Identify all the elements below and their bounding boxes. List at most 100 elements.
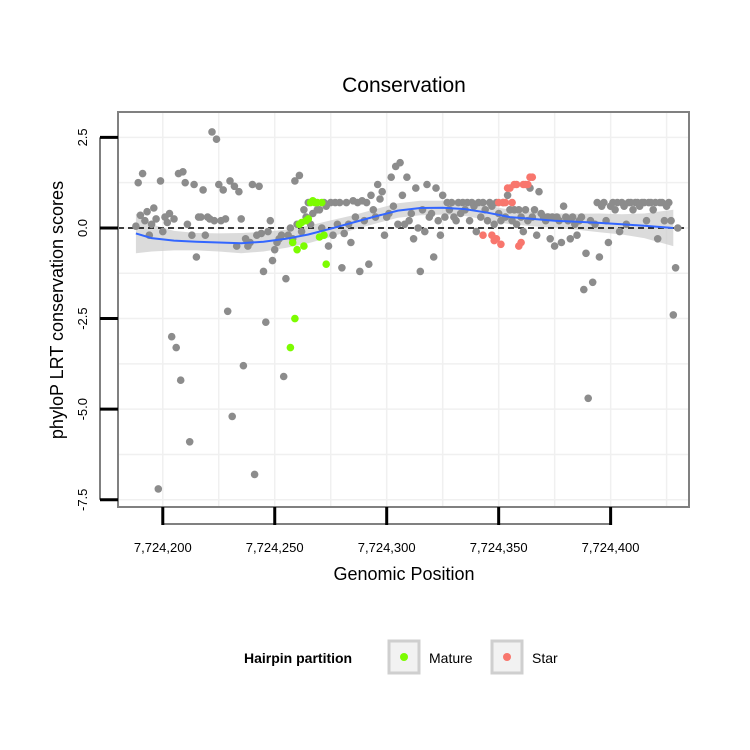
data-point-other	[230, 182, 239, 191]
data-point-mature	[288, 238, 297, 247]
y-tick-label: -7.5	[75, 489, 90, 511]
y-tick-label: 0.0	[75, 219, 90, 237]
data-point-other	[568, 213, 577, 221]
data-point-other	[239, 361, 248, 370]
data-point-other	[132, 222, 140, 230]
data-point-other	[143, 207, 151, 216]
data-point-other	[649, 206, 657, 214]
data-point-other	[223, 307, 232, 316]
data-point-mature	[293, 245, 301, 254]
x-tick-label: 7,724,350	[470, 540, 528, 555]
data-point-other	[300, 206, 308, 214]
data-point-other	[642, 216, 651, 225]
data-point-mature	[304, 215, 313, 223]
data-point-other	[373, 180, 382, 189]
legend-title: Hairpin partition	[244, 650, 352, 666]
data-point-star	[528, 173, 537, 181]
data-point-other	[582, 249, 590, 258]
data-point-other	[255, 182, 263, 191]
data-point-other	[387, 173, 396, 181]
y-tick-label: 2.5	[75, 128, 90, 146]
data-point-other	[660, 216, 669, 225]
data-point-other	[521, 206, 530, 214]
y-axis: -7.5 -5.0 -2.5 0.0 2.5	[75, 128, 118, 511]
data-point-other	[557, 238, 566, 247]
data-point-other	[176, 376, 185, 385]
data-point-other	[441, 213, 449, 221]
data-point-other	[347, 238, 355, 247]
data-point-mature	[300, 242, 308, 250]
data-point-other	[416, 267, 425, 276]
data-point-other	[185, 438, 194, 446]
x-tick-label: 7,724,400	[582, 540, 640, 555]
data-point-other	[172, 343, 180, 352]
data-point-star	[492, 235, 501, 243]
data-point-other	[465, 216, 474, 225]
data-point-other	[138, 169, 147, 178]
y-tick-label: -2.5	[75, 307, 90, 329]
data-point-other	[409, 235, 418, 243]
data-point-other	[351, 213, 360, 221]
data-point-other	[490, 220, 499, 229]
data-point-other	[389, 202, 398, 210]
data-point-other	[170, 215, 178, 223]
data-point-other	[412, 184, 420, 192]
data-point-other	[394, 220, 402, 229]
data-point-other	[515, 206, 523, 214]
data-point-other	[210, 216, 219, 225]
data-point-other	[472, 227, 481, 236]
data-point-other	[611, 206, 619, 214]
data-point-other	[219, 186, 227, 194]
data-point-other	[197, 213, 205, 221]
data-point-other	[580, 285, 588, 294]
data-point-other	[208, 128, 216, 136]
data-point-star	[512, 180, 521, 189]
data-point-other	[250, 470, 259, 479]
data-point-other	[277, 231, 286, 239]
data-point-other	[559, 202, 568, 210]
data-point-other	[150, 204, 158, 212]
x-tick-label: 7,724,300	[358, 540, 416, 555]
data-point-other	[136, 211, 145, 220]
data-point-other	[584, 394, 592, 403]
data-point-other	[671, 264, 680, 272]
data-point-other	[141, 216, 149, 225]
data-point-other	[512, 220, 521, 229]
data-point-other	[192, 253, 201, 261]
data-point-other	[237, 215, 245, 223]
data-point-other	[615, 227, 624, 236]
chart-title: Conservation	[342, 74, 466, 97]
data-point-mature	[286, 343, 295, 352]
data-point-other	[367, 191, 375, 200]
data-point-other	[577, 213, 586, 221]
x-tick-label: 7,724,200	[134, 540, 192, 555]
data-point-other	[653, 235, 662, 243]
data-point-other	[380, 231, 389, 239]
data-point-other	[154, 485, 163, 493]
data-point-other	[190, 180, 198, 189]
data-point-star	[524, 180, 532, 189]
data-point-other	[573, 231, 581, 239]
grid-lines	[118, 112, 689, 507]
data-point-mature	[291, 314, 299, 323]
data-point-other	[407, 209, 416, 218]
data-point-other	[604, 238, 613, 247]
data-point-other	[550, 242, 559, 250]
data-point-mature	[322, 260, 331, 269]
data-point-other	[167, 332, 176, 341]
data-point-other	[179, 168, 187, 176]
y-tick-label: -5.0	[75, 398, 90, 420]
data-point-other	[262, 318, 270, 327]
data-point-other	[438, 191, 447, 200]
data-point-other	[156, 177, 165, 185]
smooth-line-layer	[135, 206, 674, 245]
data-point-other	[365, 260, 373, 269]
smooth-line	[135, 206, 674, 245]
data-point-star	[479, 231, 487, 239]
data-point-other	[152, 215, 160, 223]
data-point-other	[429, 253, 438, 261]
data-point-other	[270, 245, 279, 254]
data-point-other	[183, 220, 192, 229]
data-point-other	[396, 158, 404, 167]
data-point-other	[147, 220, 156, 229]
